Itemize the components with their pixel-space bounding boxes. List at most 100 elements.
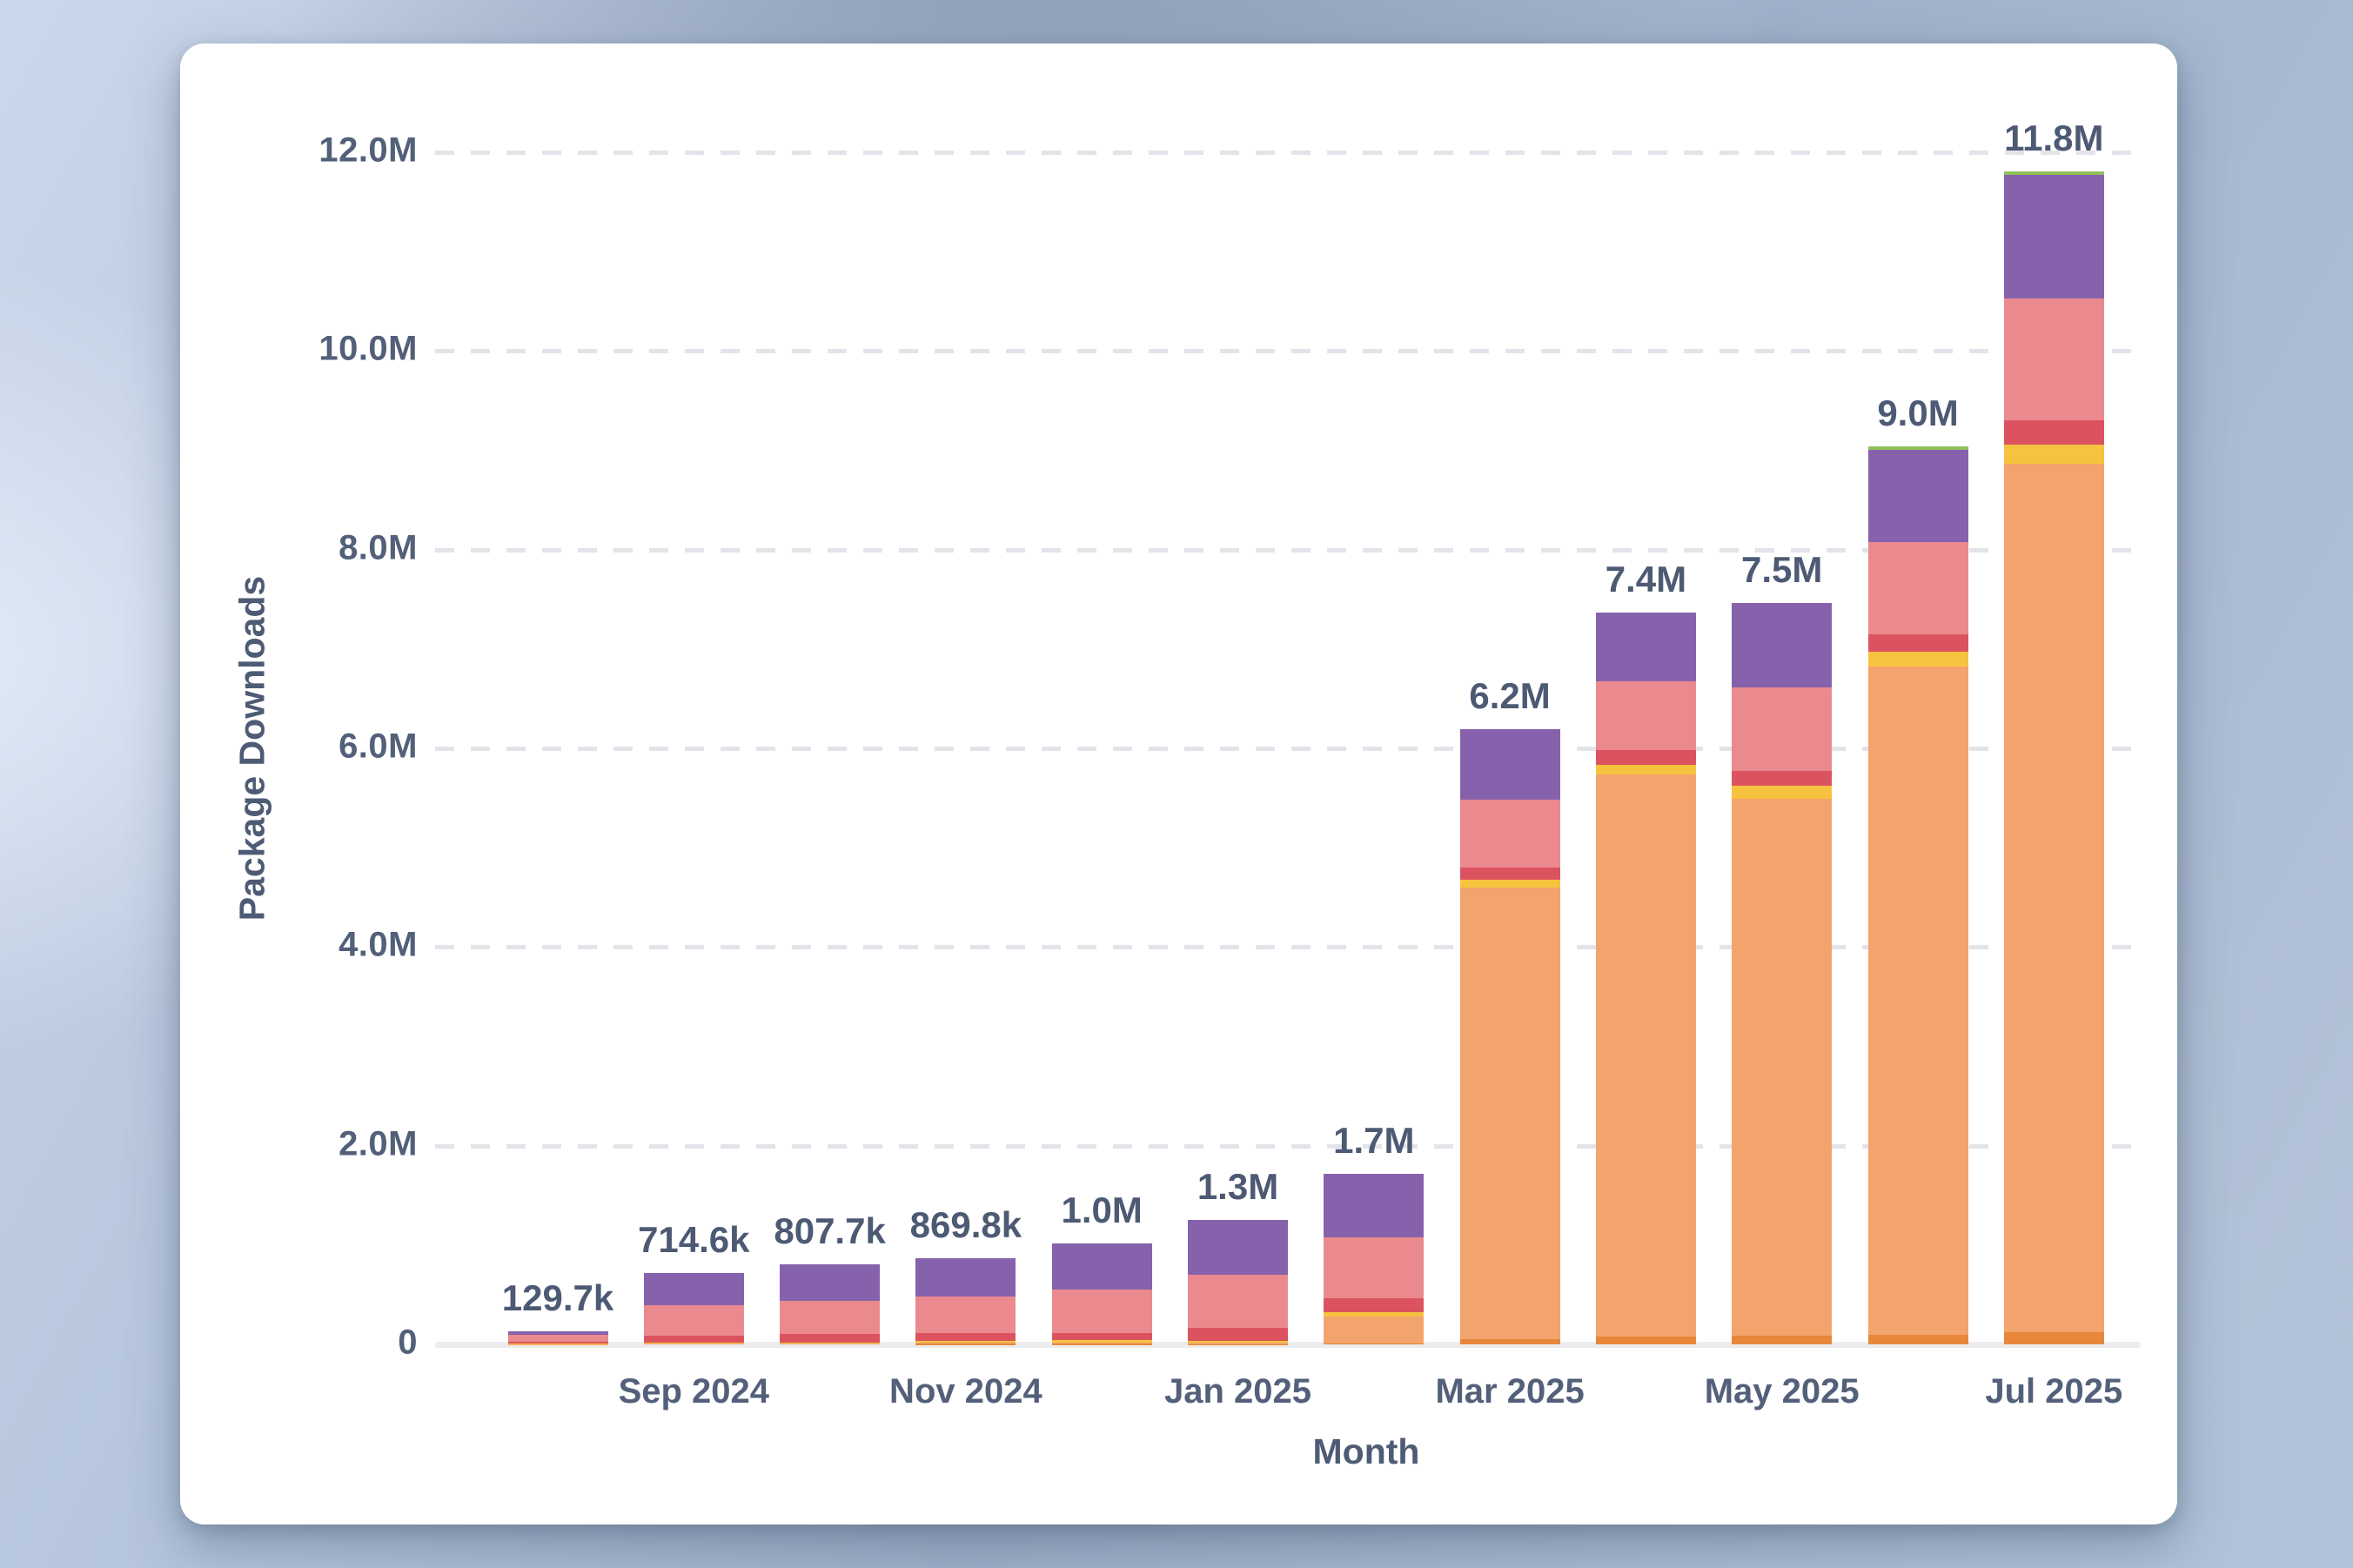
bar-segment-nov-2024-segment-yellow[interactable]: [915, 1341, 1016, 1343]
bar-segment-may-2025-segment-orange-dark[interactable]: [1732, 1335, 1833, 1344]
bar-segment-jul-2025-segment-orange-dark[interactable]: [2003, 1332, 2104, 1344]
bar-segment-mar-2025-segment-yellow[interactable]: [1459, 879, 1560, 888]
bar-segment-feb-2025-segment-yellow[interactable]: [1324, 1311, 1425, 1317]
bar-segment-nov-2024-segment-pink[interactable]: [915, 1296, 1016, 1334]
bar-total-label: 129.7k: [501, 1277, 614, 1318]
x-tick-label: Jul 2025: [1985, 1372, 2123, 1411]
bar-segment-jul-2025-segment-yellow[interactable]: [2003, 444, 2104, 465]
bar-segment-jun-2025-segment-pink[interactable]: [1867, 541, 1968, 634]
bar-segment-nov-2024-segment-purple[interactable]: [915, 1257, 1016, 1297]
bar-segment-nov-2024-segment-red[interactable]: [915, 1333, 1016, 1342]
bar-segment-oct-2024-segment-orange[interactable]: [780, 1343, 881, 1345]
bar-segment-oct-2024-segment-purple[interactable]: [780, 1263, 881, 1301]
bar-segment-apr-2025-segment-red[interactable]: [1595, 750, 1696, 766]
gridline: [435, 547, 2141, 553]
bar-segment-feb-2025-segment-orange[interactable]: [1324, 1317, 1425, 1344]
bar-segment-apr-2025-segment-orange-dark[interactable]: [1595, 1336, 1696, 1344]
bar-segment-dec-2024-segment-yellow[interactable]: [1051, 1340, 1152, 1343]
bar-segment-mar-2025-segment-orange-dark[interactable]: [1459, 1339, 1560, 1344]
bar-segment-nov-2024-segment-orange-dark[interactable]: [915, 1344, 1016, 1345]
gridline: [435, 1143, 2141, 1149]
stacked-bar-chart: Package Downloads Month 0 2.0M 4.0M 6.0M 8.0…: [180, 44, 2177, 1524]
bar-total-label: 7.4M: [1605, 558, 1687, 600]
bar-segment-mar-2025-segment-orange[interactable]: [1459, 887, 1560, 1340]
bar-segment-may-2025-segment-yellow[interactable]: [1732, 786, 1833, 800]
bar-segment-jun-2025-segment-orange[interactable]: [1867, 667, 1968, 1335]
chart-card: Package Downloads Month 0 2.0M 4.0M 6.0M 8.0…: [180, 44, 2177, 1524]
bar-segment-dec-2024-segment-purple[interactable]: [1051, 1243, 1152, 1290]
bar-segment-jul-2025-segment-purple[interactable]: [2003, 175, 2104, 298]
bar-segment-mar-2025-segment-purple[interactable]: [1459, 729, 1560, 801]
bar-segment-sep-2024-segment-orange[interactable]: [643, 1343, 744, 1345]
bar-segment-may-2025-segment-orange[interactable]: [1732, 799, 1833, 1336]
y-tick-label: 4.0M: [339, 926, 418, 965]
y-tick-label: 10.0M: [318, 329, 418, 368]
bar-segment-sep-2024-segment-purple[interactable]: [643, 1273, 744, 1305]
bar-total-label: 714.6k: [638, 1219, 750, 1261]
bar-segment-nov-2024-segment-orange[interactable]: [915, 1342, 1016, 1344]
bar-segment-dec-2024-segment-orange-dark[interactable]: [1051, 1344, 1152, 1345]
bar-segment-jan-2025-segment-yellow[interactable]: [1188, 1340, 1288, 1344]
bar-segment-jan-2025-segment-red[interactable]: [1188, 1328, 1288, 1341]
gridline: [435, 945, 2141, 950]
x-axis-title: Month: [1312, 1431, 1420, 1471]
bar-segment-mar-2025-segment-pink[interactable]: [1459, 800, 1560, 868]
x-tick-label: Nov 2024: [889, 1372, 1042, 1411]
bar-segment-jun-2025-segment-orange-dark[interactable]: [1867, 1334, 1968, 1344]
bar-segment-jan-2025-segment-purple[interactable]: [1188, 1219, 1288, 1276]
bar-total-label: 6.2M: [1469, 675, 1551, 717]
y-tick-label: 12.0M: [318, 131, 418, 170]
x-axis-zero-line: [435, 1342, 2141, 1348]
bar-segment-jun-2025-segment-yellow[interactable]: [1867, 652, 1968, 667]
bar-total-label: 9.0M: [1877, 392, 1959, 433]
bar-segment-jun-2025-segment-red[interactable]: [1867, 633, 1968, 653]
bar-segment-sep-2024-segment-red[interactable]: [643, 1335, 744, 1343]
bar-segment-jul-2025-segment-red[interactable]: [2003, 420, 2104, 445]
bar-segment-aug-2024-segment-red[interactable]: [507, 1341, 608, 1344]
bar-segment-may-2025-segment-purple[interactable]: [1732, 603, 1833, 688]
bar-segment-sep-2024-segment-yellow[interactable]: [643, 1342, 744, 1344]
bar-segment-jun-2025-segment-green[interactable]: [1867, 446, 1968, 451]
bar-segment-may-2025-segment-red[interactable]: [1732, 771, 1833, 787]
bar-segment-may-2025-segment-pink[interactable]: [1732, 687, 1833, 772]
bar-segment-oct-2024-segment-red[interactable]: [780, 1334, 881, 1343]
bar-segment-jan-2025-segment-orange[interactable]: [1188, 1343, 1288, 1344]
bar-segment-feb-2025-segment-orange-dark[interactable]: [1324, 1343, 1425, 1345]
bar-segment-oct-2024-segment-pink[interactable]: [780, 1300, 881, 1335]
bar-segment-jul-2025-segment-green[interactable]: [2003, 171, 2104, 176]
bar-segment-feb-2025-segment-purple[interactable]: [1324, 1173, 1425, 1238]
y-tick-label: 8.0M: [339, 528, 418, 567]
bar-segment-sep-2024-segment-pink[interactable]: [643, 1304, 744, 1336]
bar-segment-mar-2025-segment-red[interactable]: [1459, 867, 1560, 880]
bar-segment-aug-2024-segment-pink[interactable]: [507, 1335, 608, 1342]
bar-total-label: 11.8M: [2004, 117, 2104, 158]
bar-total-label: 807.7k: [774, 1210, 886, 1251]
bar-total-label: 1.7M: [1333, 1119, 1415, 1161]
y-tick-label: 2.0M: [339, 1124, 418, 1163]
gridline: [435, 746, 2141, 751]
y-tick-label: 6.0M: [339, 727, 418, 766]
x-tick-label: Mar 2025: [1435, 1372, 1585, 1411]
x-tick-label: Sep 2024: [618, 1372, 770, 1411]
bar-segment-apr-2025-segment-orange[interactable]: [1595, 774, 1696, 1337]
bar-segment-feb-2025-segment-pink[interactable]: [1324, 1237, 1425, 1299]
bar-segment-jan-2025-segment-pink[interactable]: [1188, 1275, 1288, 1329]
gridline: [435, 150, 2141, 155]
bar-total-label: 1.3M: [1197, 1165, 1279, 1207]
bar-segment-dec-2024-segment-orange[interactable]: [1051, 1342, 1152, 1344]
bar-segment-aug-2024-segment-purple[interactable]: [507, 1330, 608, 1336]
bar-segment-jul-2025-segment-orange[interactable]: [2003, 464, 2104, 1333]
bar-segment-feb-2025-segment-red[interactable]: [1324, 1298, 1425, 1312]
bar-segment-dec-2024-segment-pink[interactable]: [1051, 1289, 1152, 1333]
bar-segment-apr-2025-segment-yellow[interactable]: [1595, 765, 1696, 774]
x-tick-label: Jan 2025: [1163, 1372, 1312, 1411]
bar-segment-dec-2024-segment-red[interactable]: [1051, 1332, 1152, 1341]
bar-segment-jun-2025-segment-purple[interactable]: [1867, 450, 1968, 542]
bar-segment-aug-2024-segment-yellow[interactable]: [507, 1343, 608, 1345]
bar-segment-oct-2024-segment-yellow[interactable]: [780, 1342, 881, 1344]
bar-segment-jul-2025-segment-pink[interactable]: [2003, 298, 2104, 421]
bar-segment-apr-2025-segment-purple[interactable]: [1595, 612, 1696, 682]
bar-segment-apr-2025-segment-pink[interactable]: [1595, 681, 1696, 751]
bar-segment-jan-2025-segment-orange-dark[interactable]: [1188, 1344, 1288, 1345]
